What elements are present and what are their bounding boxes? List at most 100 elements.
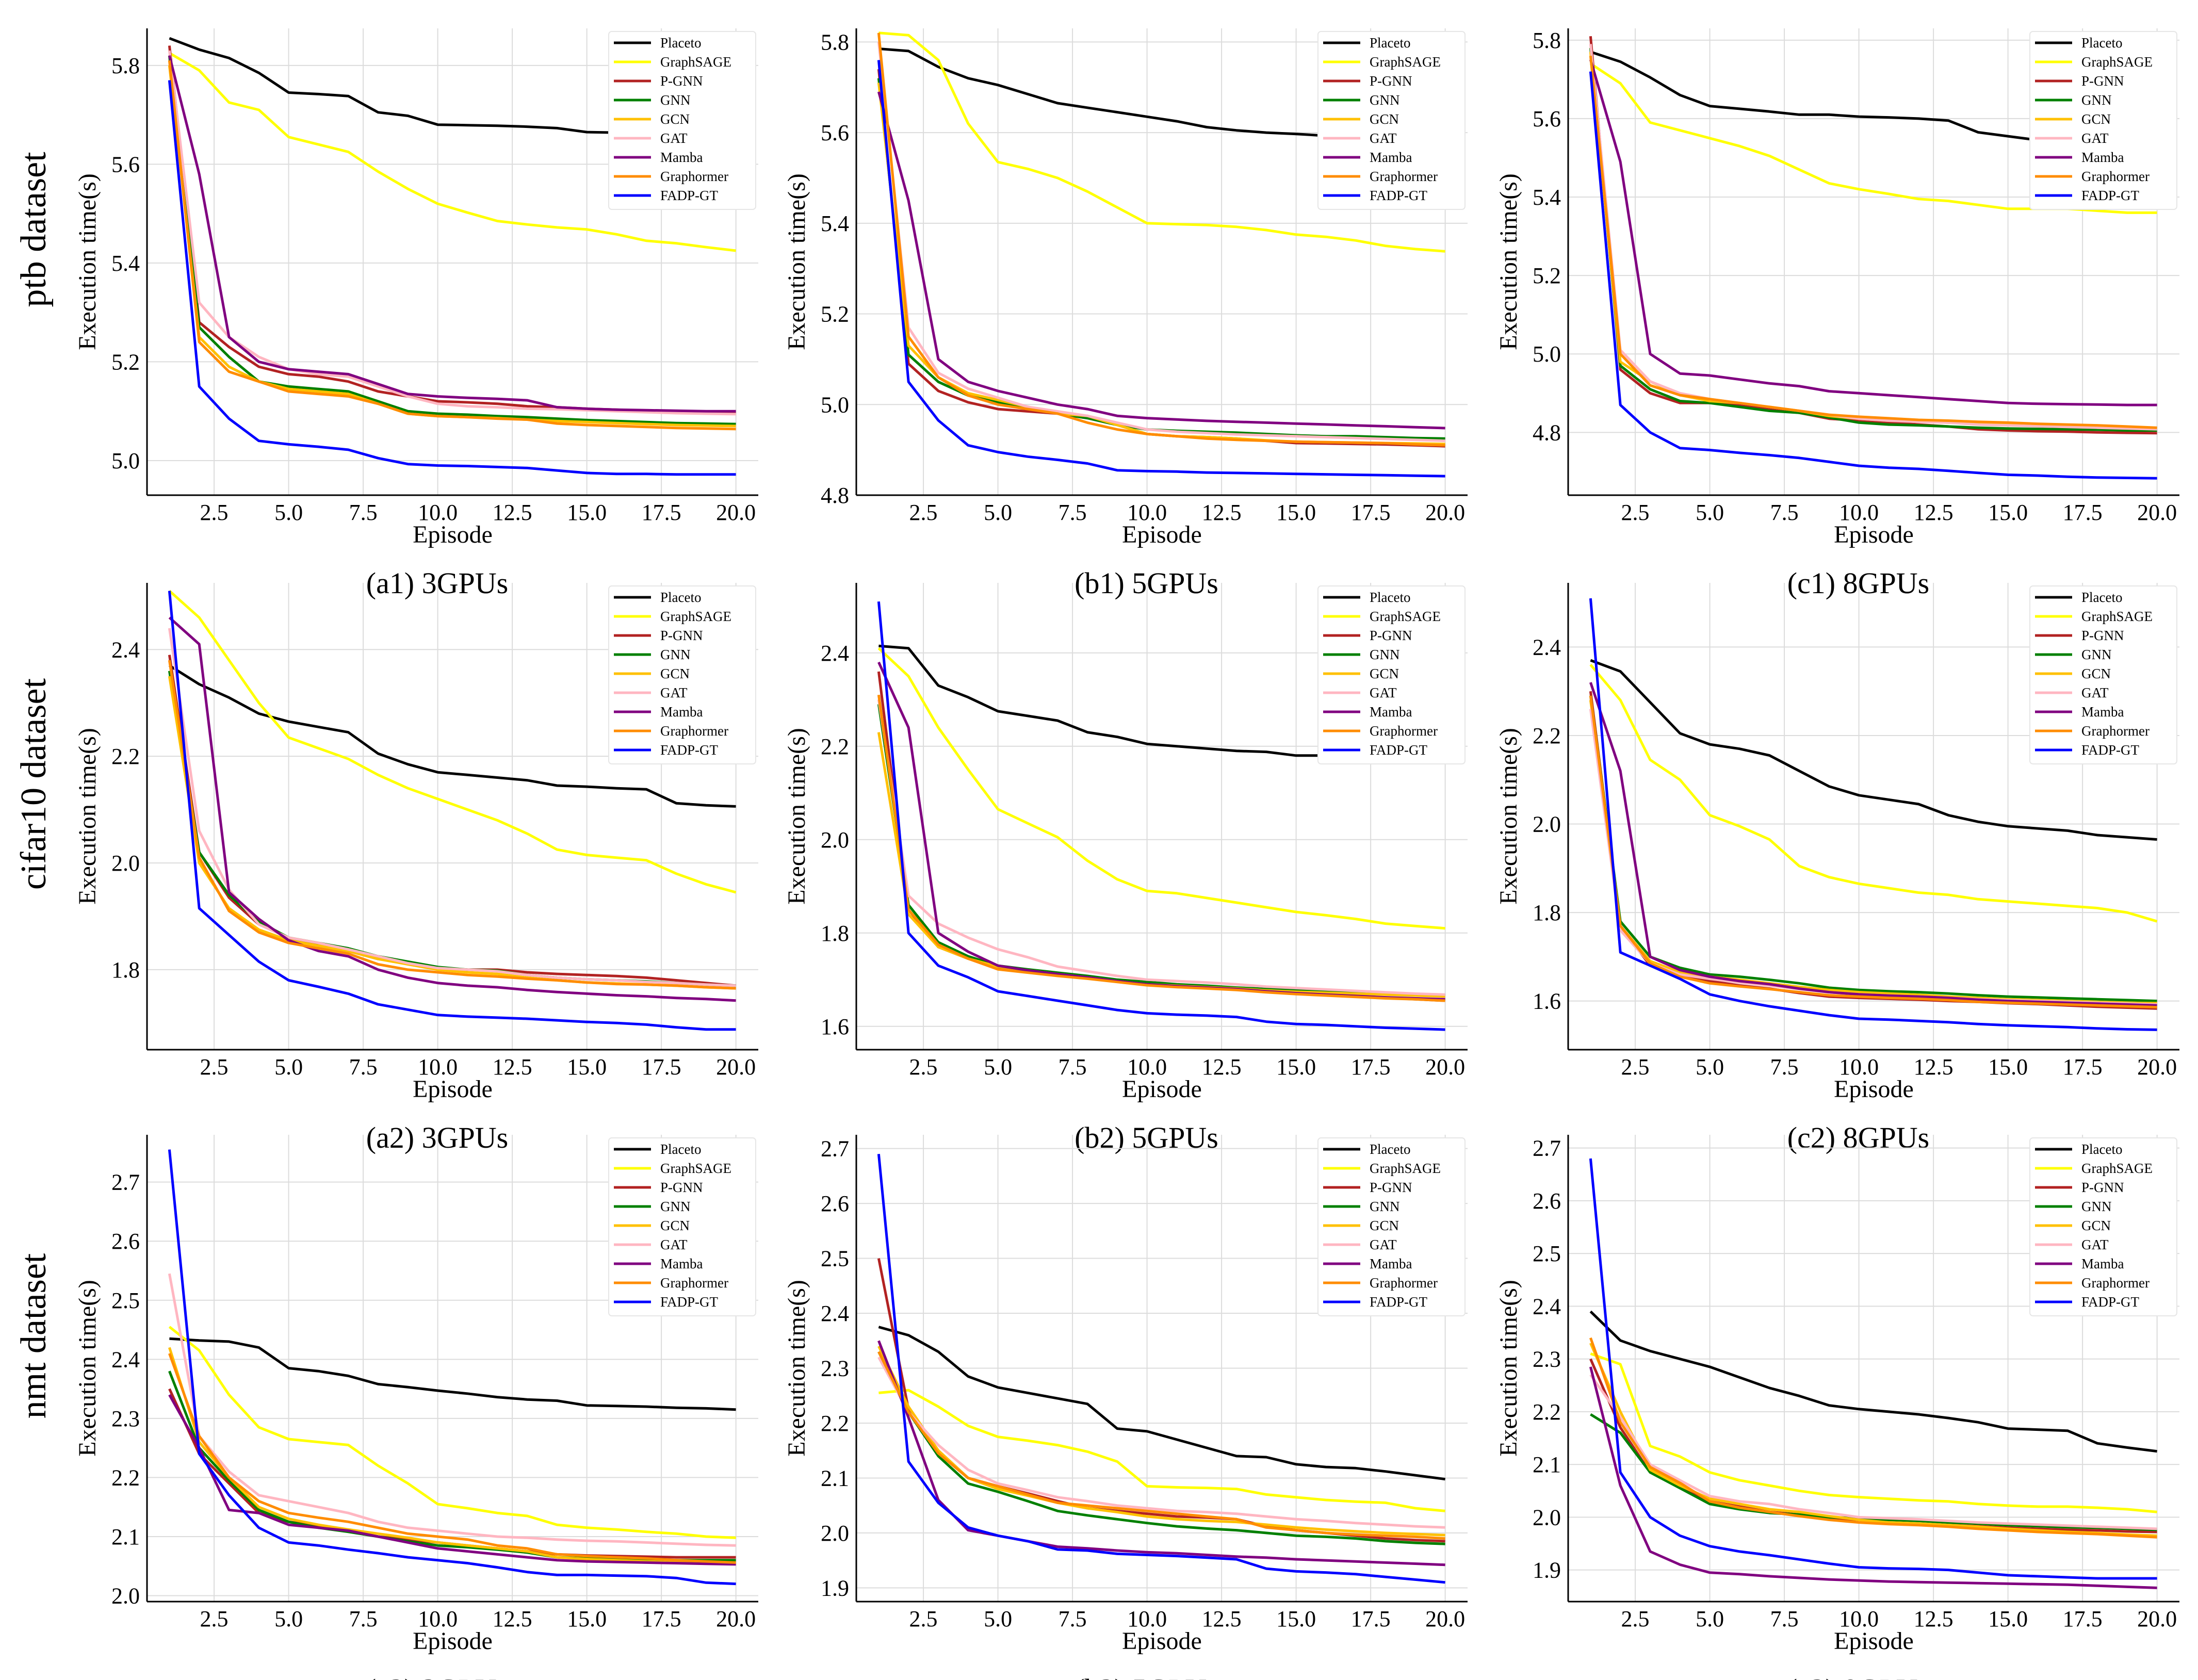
y-axis-title: Execution time(s) — [783, 1280, 810, 1457]
x-tick-label: 20.0 — [716, 500, 756, 525]
y-tick-label: 2.0 — [821, 1521, 849, 1546]
y-tick-label: 1.9 — [821, 1575, 849, 1601]
x-tick-label: 10.0 — [1839, 1054, 1879, 1080]
y-tick-label: 5.6 — [111, 152, 140, 177]
legend-label-mamba: Mamba — [1370, 1256, 1412, 1271]
row-label-ptb: ptb dataset — [14, 152, 54, 307]
x-tick-label: 15.0 — [1988, 1606, 2028, 1632]
x-tick-label: 20.0 — [1425, 1606, 1465, 1632]
legend-label-gnn: GNN — [1370, 92, 1400, 108]
y-tick-label: 2.7 — [821, 1136, 849, 1162]
series-line-graphsage — [878, 1389, 1445, 1512]
legend-label-gat: GAT — [1370, 685, 1397, 700]
legend-box — [1317, 31, 1466, 210]
legend-label-mamba: Mamba — [660, 1256, 703, 1271]
legend-label-placeto: Placeto — [2081, 35, 2122, 51]
series-line-graphsage — [169, 52, 736, 252]
y-tick-label: 2.4 — [1533, 634, 1561, 660]
y-tick-label: 5.2 — [111, 349, 140, 374]
chart-b1: 2.5 5.0 7.5 10.0 12.5 15.0 17.5 20.0 4.8 5.0 5.2 5.… — [783, 28, 1468, 600]
series-line-fadp-gt — [168, 591, 736, 1031]
legend-label-placeto: Placeto — [2081, 1141, 2122, 1157]
legend-box — [2029, 1137, 2177, 1316]
series-line-fadp-gt — [877, 1154, 1445, 1584]
x-tick-label: 5.0 — [274, 1606, 303, 1632]
series-lines — [1589, 1158, 2157, 1589]
x-tick-label: 2.5 — [200, 500, 229, 525]
x-tick-label: 2.5 — [909, 1054, 938, 1080]
legend-label-p-gnn: P-GNN — [2081, 73, 2124, 89]
series-line-placeto — [169, 1337, 736, 1411]
x-axis-title: Episode — [413, 1075, 493, 1103]
legend-label-graphormer: Graphormer — [660, 169, 728, 184]
legend: Placeto GraphSAGE P-GNN GNN GCN GAT Mamba Graph… — [2029, 585, 2177, 764]
x-tick-label: 10.0 — [418, 1606, 458, 1632]
legend-label-p-gnn: P-GNN — [660, 1180, 703, 1195]
series-line-gat — [168, 628, 736, 987]
x-tick-label: 20.0 — [1425, 500, 1465, 525]
legend-label-placeto: Placeto — [2081, 590, 2122, 605]
legend-label-gat: GAT — [2081, 685, 2109, 700]
subplot-caption: (c3) 8GPUs — [1787, 1673, 1929, 1680]
legend-box — [1317, 585, 1466, 764]
x-tick-label: 5.0 — [1696, 500, 1724, 525]
series-line-placeto — [1590, 659, 2157, 841]
legend-label-gcn: GCN — [660, 666, 690, 681]
y-tick-label: 2.3 — [821, 1356, 849, 1381]
row-labels: ptb dataset cifar10 dataset nmt dataset — [14, 152, 54, 1419]
series-line-graphsage — [168, 590, 737, 894]
subplot-caption: (a2) 3GPUs — [366, 1121, 508, 1154]
x-tick-label: 5.0 — [274, 1054, 303, 1080]
series-line-fadp-gt — [877, 60, 1445, 478]
y-tick-label: 2.6 — [1533, 1188, 1561, 1214]
y-tick-label: 2.4 — [111, 637, 140, 662]
legend-label-graphormer: Graphormer — [660, 1275, 728, 1291]
x-tick-label: 7.5 — [349, 1606, 378, 1632]
y-tick-label: 2.2 — [1533, 1399, 1561, 1425]
y-axis-title: Execution time(s) — [783, 173, 810, 350]
legend: Placeto GraphSAGE P-GNN GNN GCN GAT Mamba Graph… — [2029, 1137, 2177, 1316]
y-tick-label: 2.4 — [111, 1347, 140, 1372]
series-line-fadp-gt — [1589, 1158, 2157, 1580]
legend-label-gat: GAT — [2081, 1237, 2109, 1252]
y-tick-label: 2.4 — [821, 641, 849, 666]
x-tick-label: 2.5 — [1621, 1606, 1650, 1632]
x-axis-title: Episode — [1834, 1075, 1914, 1103]
series-lines — [168, 1149, 736, 1586]
x-tick-label: 17.5 — [642, 500, 681, 525]
legend-label-gcn: GCN — [660, 111, 690, 127]
x-tick-label: 15.0 — [1276, 500, 1316, 525]
y-tick-label: 1.6 — [1533, 989, 1561, 1014]
legend-label-fadp-gt: FADP-GT — [2081, 1294, 2140, 1310]
x-tick-label: 7.5 — [1770, 500, 1799, 525]
y-tick-label: 5.8 — [111, 53, 140, 78]
y-tick-label: 1.8 — [821, 921, 849, 946]
y-axis-title: Execution time(s) — [783, 728, 810, 905]
legend-box — [608, 585, 756, 764]
series-line-gat — [877, 42, 1445, 443]
legend-label-gat: GAT — [660, 131, 688, 146]
x-tick-label: 20.0 — [2137, 1054, 2177, 1080]
x-axis-title: Episode — [413, 521, 493, 548]
y-tick-label: 1.8 — [1533, 900, 1561, 925]
series-line-graphsage — [168, 1326, 736, 1539]
y-tick-label: 2.2 — [821, 734, 849, 759]
legend-label-gnn: GNN — [2081, 647, 2112, 662]
legend: Placeto GraphSAGE P-GNN GNN GCN GAT Mamba Graph… — [1317, 585, 1466, 764]
legend-label-gat: GAT — [660, 1237, 688, 1252]
series-line-gat — [168, 50, 736, 416]
x-tick-label: 12.5 — [1202, 500, 1242, 525]
legend-box — [2029, 585, 2177, 764]
x-tick-label: 17.5 — [1351, 1054, 1391, 1080]
y-tick-label: 5.6 — [1533, 106, 1561, 132]
x-tick-label: 17.5 — [2063, 1054, 2103, 1080]
x-tick-label: 2.5 — [200, 1606, 229, 1632]
x-tick-label: 7.5 — [1770, 1054, 1799, 1080]
y-tick-label: 5.0 — [1533, 341, 1561, 367]
subplot-caption: (b1) 5GPUs — [1074, 566, 1218, 600]
legend-label-gat: GAT — [660, 685, 688, 700]
series-line-graphormer — [877, 1351, 1445, 1540]
x-tick-label: 10.0 — [418, 1054, 458, 1080]
legend-label-gcn: GCN — [1370, 666, 1399, 681]
y-tick-label: 5.6 — [821, 120, 849, 145]
